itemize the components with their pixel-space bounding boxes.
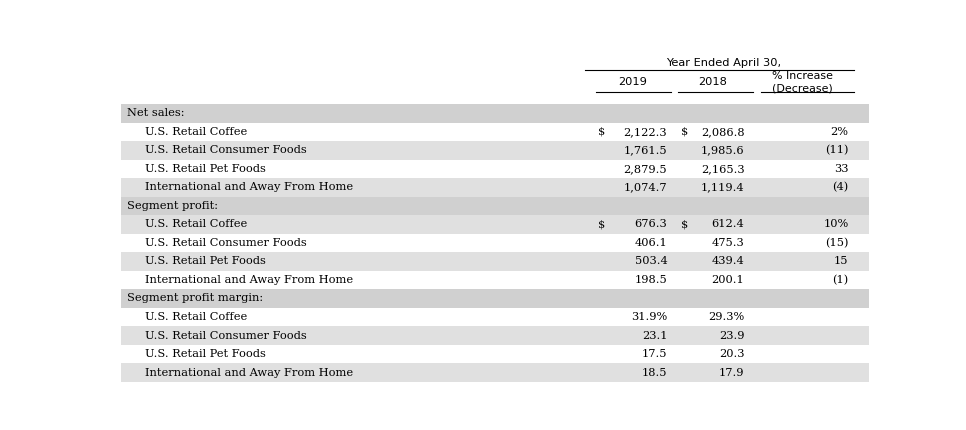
Text: 20.3: 20.3	[719, 349, 745, 359]
FancyBboxPatch shape	[121, 252, 869, 271]
FancyBboxPatch shape	[121, 234, 869, 252]
Text: 29.3%: 29.3%	[708, 312, 745, 322]
Text: U.S. Retail Coffee: U.S. Retail Coffee	[145, 127, 247, 137]
Text: 2%: 2%	[831, 127, 848, 137]
FancyBboxPatch shape	[121, 141, 869, 160]
Text: 406.1: 406.1	[635, 238, 668, 248]
Text: U.S. Retail Coffee: U.S. Retail Coffee	[145, 312, 247, 322]
Text: U.S. Retail Consumer Foods: U.S. Retail Consumer Foods	[145, 331, 306, 341]
Text: 23.1: 23.1	[641, 331, 668, 341]
FancyBboxPatch shape	[121, 271, 869, 289]
Text: 1,985.6: 1,985.6	[700, 145, 745, 155]
Text: 23.9: 23.9	[719, 331, 745, 341]
Text: U.S. Retail Pet Foods: U.S. Retail Pet Foods	[145, 256, 266, 267]
Text: (15): (15)	[825, 238, 848, 248]
Text: (11): (11)	[825, 145, 848, 156]
Text: U.S. Retail Consumer Foods: U.S. Retail Consumer Foods	[145, 145, 306, 155]
Text: 2,122.3: 2,122.3	[624, 127, 668, 137]
FancyBboxPatch shape	[121, 289, 869, 308]
FancyBboxPatch shape	[121, 197, 869, 215]
Text: 612.4: 612.4	[712, 219, 745, 230]
Text: $: $	[598, 127, 606, 137]
Text: Segment profit:: Segment profit:	[127, 201, 217, 211]
Text: Segment profit margin:: Segment profit margin:	[127, 294, 263, 304]
Text: $: $	[681, 127, 688, 137]
Text: (4): (4)	[832, 182, 848, 193]
Text: Year Ended April 30,: Year Ended April 30,	[666, 58, 781, 68]
Text: 1,074.7: 1,074.7	[624, 182, 668, 193]
Text: 17.9: 17.9	[719, 368, 745, 378]
Text: % Increase
(Decrease): % Increase (Decrease)	[772, 71, 833, 93]
Text: 475.3: 475.3	[712, 238, 745, 248]
Text: 2,086.8: 2,086.8	[700, 127, 745, 137]
Text: U.S. Retail Consumer Foods: U.S. Retail Consumer Foods	[145, 238, 306, 248]
Text: 1,119.4: 1,119.4	[700, 182, 745, 193]
Text: International and Away From Home: International and Away From Home	[145, 368, 353, 378]
Text: 2,879.5: 2,879.5	[624, 164, 668, 174]
Text: 18.5: 18.5	[641, 368, 668, 378]
Text: 33: 33	[834, 164, 848, 174]
Text: Net sales:: Net sales:	[127, 108, 185, 118]
Text: $: $	[681, 219, 688, 230]
Text: 31.9%: 31.9%	[631, 312, 668, 322]
Text: U.S. Retail Pet Foods: U.S. Retail Pet Foods	[145, 349, 266, 359]
FancyBboxPatch shape	[121, 160, 869, 178]
Text: 2018: 2018	[697, 77, 726, 87]
Text: $: $	[598, 219, 606, 230]
Text: 198.5: 198.5	[635, 275, 668, 285]
FancyBboxPatch shape	[121, 104, 869, 123]
FancyBboxPatch shape	[121, 178, 869, 197]
FancyBboxPatch shape	[121, 363, 869, 382]
Text: International and Away From Home: International and Away From Home	[145, 275, 353, 285]
Text: 676.3: 676.3	[635, 219, 668, 230]
Text: 15: 15	[834, 256, 848, 267]
Text: 17.5: 17.5	[641, 349, 668, 359]
FancyBboxPatch shape	[121, 326, 869, 345]
Text: International and Away From Home: International and Away From Home	[145, 182, 353, 193]
Text: 200.1: 200.1	[712, 275, 745, 285]
Text: 503.4: 503.4	[635, 256, 668, 267]
Text: U.S. Retail Pet Foods: U.S. Retail Pet Foods	[145, 164, 266, 174]
Text: U.S. Retail Coffee: U.S. Retail Coffee	[145, 219, 247, 230]
Text: 439.4: 439.4	[712, 256, 745, 267]
Text: 2019: 2019	[618, 77, 647, 87]
Text: 2,165.3: 2,165.3	[700, 164, 745, 174]
Text: 10%: 10%	[823, 219, 848, 230]
Text: 1,761.5: 1,761.5	[624, 145, 668, 155]
FancyBboxPatch shape	[121, 123, 869, 141]
FancyBboxPatch shape	[121, 345, 869, 363]
Text: (1): (1)	[832, 275, 848, 285]
FancyBboxPatch shape	[121, 308, 869, 326]
FancyBboxPatch shape	[121, 215, 869, 234]
